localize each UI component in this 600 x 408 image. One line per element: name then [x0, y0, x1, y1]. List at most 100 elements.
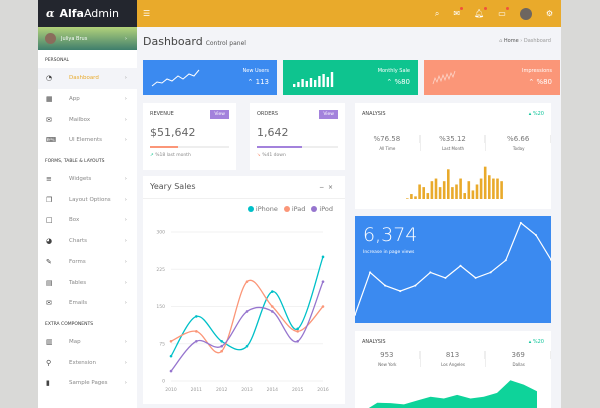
- stat-value: ⌃ %80: [386, 78, 410, 86]
- orders-card: ORDERS View 1,642 ↘ %41 down: [250, 103, 345, 170]
- area-fill: [368, 380, 537, 408]
- bar: [438, 187, 442, 199]
- page-title-text: Dashboard: [143, 35, 203, 48]
- chevron-right-icon: ›: [124, 196, 127, 203]
- breadcrumb-home[interactable]: Home: [503, 38, 519, 44]
- stat-value: ⌃ %80: [528, 78, 552, 86]
- sidebar-item-label: Tables: [69, 279, 87, 286]
- page-views-card: 6,374 Increase in page views: [355, 216, 551, 323]
- sparkline-line: [151, 69, 200, 87]
- card-title: ORDERS: [257, 111, 279, 117]
- area-chart: [368, 380, 537, 408]
- sidebar-item-map[interactable]: ▥ Map ›: [38, 332, 137, 353]
- bar: [496, 178, 499, 199]
- chevron-right-icon: ›: [124, 338, 127, 345]
- x-tick-label: 2015: [292, 387, 304, 393]
- spark-bar: [314, 80, 317, 87]
- copy-icon: ❐: [46, 195, 53, 204]
- page-views-chart: [355, 221, 551, 316]
- sidebar-item-sample-pages[interactable]: ▮ Sample Pages ›: [38, 373, 137, 394]
- yearly-sales-card: Yeary Sales − × iPhone iPad iPod 0 75 150 225…: [143, 176, 345, 404]
- chevron-right-icon: ›: [124, 75, 127, 82]
- revenue-note: ↗ %18 last month: [150, 153, 191, 158]
- close-icon[interactable]: ×: [327, 184, 333, 191]
- chevron-right-icon: ›: [124, 176, 127, 183]
- mail-icon[interactable]: ✉: [453, 7, 464, 18]
- square-icon: □: [46, 216, 53, 225]
- user-avatar[interactable]: [519, 7, 532, 20]
- spark-bar: [293, 84, 296, 87]
- data-point: [169, 354, 173, 358]
- sidebar-item-label: Box: [69, 217, 80, 224]
- stat-label: Dallas: [512, 362, 525, 367]
- sidebar-item-label: Extension: [69, 359, 97, 366]
- search-icon[interactable]: ⌕: [434, 8, 440, 18]
- bar: [406, 198, 409, 199]
- hamburger-icon[interactable]: ☰: [143, 9, 151, 18]
- sidebar-item-box[interactable]: □ Box ›: [38, 210, 137, 231]
- chevron-right-icon: ›: [124, 279, 127, 286]
- data-point: [169, 369, 173, 373]
- avatar: [45, 33, 56, 44]
- spark-bar: [309, 78, 313, 87]
- view-button[interactable]: View: [210, 110, 229, 119]
- progress-bar: [257, 146, 338, 148]
- sidebar-item-tables[interactable]: ▤ Tables ›: [38, 272, 137, 293]
- sidebar-item-label: App: [69, 96, 80, 103]
- chevron-right-icon: ›: [124, 300, 127, 307]
- mail-icon: ✉: [46, 115, 52, 124]
- sidebar-item-emails[interactable]: ✉ Emails ›: [38, 293, 137, 314]
- sidebar-item-mailbox[interactable]: ✉ Mailbox ›: [38, 109, 137, 130]
- sidebar-item-ui-elements[interactable]: ⌨ UI Elements ›: [38, 130, 137, 151]
- sidebar-item-extension[interactable]: ⚲ Extension ›: [38, 352, 137, 373]
- analysis-card: ANALYSIS ▴ %20 %76.58 All Time %35.12 Last …: [355, 103, 552, 209]
- view-button[interactable]: View: [319, 110, 338, 119]
- sidebar-item-charts[interactable]: ◕ Charts ›: [38, 231, 137, 252]
- card-title: REVENUE: [150, 111, 174, 117]
- data-point: [429, 271, 432, 274]
- stat-label: Last Month: [441, 146, 465, 151]
- stat-column: %76.58 All Time: [355, 135, 421, 151]
- sidebar-item-widgets[interactable]: ≡ Widgets ›: [38, 169, 137, 190]
- user-panel[interactable]: Juliya Brus ›: [38, 27, 137, 50]
- breadcrumb-current: Dashboard: [523, 38, 551, 44]
- legend-item[interactable]: iPad: [283, 205, 305, 213]
- data-point: [195, 330, 198, 333]
- logo[interactable]: α AlfaAdmin: [38, 0, 137, 27]
- x-tick-label: 2011: [191, 387, 203, 393]
- bar: [430, 181, 434, 199]
- grid-icon: ▦: [46, 95, 53, 104]
- data-point: [321, 305, 325, 308]
- pie-chart-icon: ◕: [46, 237, 53, 246]
- x-tick-label: 2010: [165, 387, 177, 393]
- edit-icon: ✎: [46, 257, 52, 266]
- sidebar-item-label: Emails: [69, 300, 88, 307]
- legend-item[interactable]: iPod: [311, 205, 333, 213]
- minimize-icon[interactable]: −: [319, 184, 325, 191]
- stat-label: Today: [512, 146, 525, 151]
- data-point: [384, 284, 387, 287]
- legend-item[interactable]: iPhone: [247, 205, 278, 213]
- sidebar-item-layout-options[interactable]: ❐ Layout Options ›: [38, 189, 137, 210]
- revenue-value: $51,642: [150, 126, 196, 139]
- sidebar-item-app[interactable]: ▦ App ›: [38, 89, 137, 110]
- spark-bar: [322, 74, 325, 87]
- stat-label: New Users: [242, 68, 270, 74]
- bell-icon[interactable]: 🔔︎: [474, 7, 488, 18]
- sidebar: Juliya Brus › PERSONAL ◔ Dashboard › ▦ App › ✉ Ma…: [38, 27, 137, 408]
- chat-icon[interactable]: ▭: [498, 7, 509, 18]
- sidebar-item-forms[interactable]: ✎ Forms ›: [38, 252, 137, 273]
- breadcrumb: ⌂ Home › Dashboard: [499, 38, 551, 44]
- gear-icon[interactable]: ⚙: [545, 9, 553, 18]
- data-point: [245, 280, 249, 283]
- trend: ▴ %20: [528, 111, 544, 117]
- sparkline: [151, 69, 200, 87]
- data-point: [321, 280, 325, 283]
- chevron-right-icon: ›: [124, 238, 127, 245]
- plug-icon: ⚲: [46, 358, 52, 367]
- sidebar-item-dashboard[interactable]: ◔ Dashboard ›: [38, 68, 137, 89]
- bar: [434, 178, 438, 199]
- dashboard-icon: ◔: [46, 74, 53, 83]
- data-point: [195, 339, 198, 343]
- data-point: [245, 344, 249, 348]
